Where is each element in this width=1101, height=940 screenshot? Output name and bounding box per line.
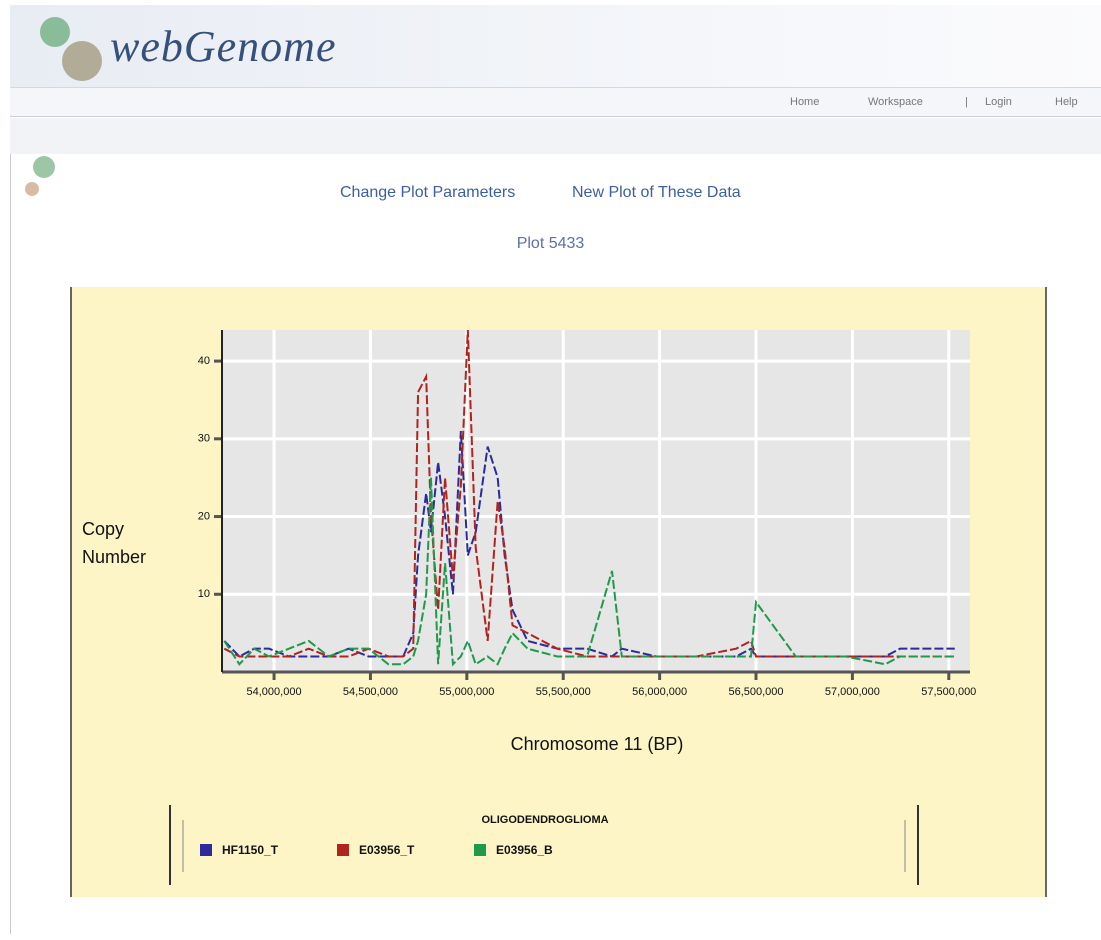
y-tick-label: 40 bbox=[198, 355, 210, 367]
x-axis-label: Chromosome 11 (BP) bbox=[511, 734, 684, 754]
x-tick-label: 54,000,000 bbox=[247, 686, 302, 698]
sub-band bbox=[10, 118, 1101, 154]
logo[interactable]: webGenome bbox=[110, 22, 337, 71]
legend-swatch bbox=[474, 844, 486, 856]
legend-swatch bbox=[337, 844, 349, 856]
y-axis-label: Copy Number bbox=[82, 519, 147, 567]
y-tick-label: 10 bbox=[198, 588, 210, 600]
series-line bbox=[223, 477, 955, 667]
x-tick-label: 54,500,000 bbox=[343, 686, 398, 698]
legend-label: E03956_B bbox=[496, 843, 553, 857]
x-tick-label: 57,000,000 bbox=[825, 686, 880, 698]
x-tick-label: 55,500,000 bbox=[536, 686, 591, 698]
legend-label: HF1150_T bbox=[222, 843, 279, 857]
legend-label: E03956_T bbox=[359, 843, 415, 857]
deco-orb bbox=[25, 182, 39, 196]
content bbox=[10, 154, 1101, 934]
legend-title: OLIGODENDROGLIOMA bbox=[481, 814, 608, 826]
nav-link[interactable]: Help bbox=[1055, 96, 1078, 108]
banner: webGenome bbox=[10, 5, 1101, 88]
change-params-link[interactable]: Change Plot Parameters bbox=[340, 184, 516, 201]
x-tick-label: 55,000,000 bbox=[439, 686, 494, 698]
y-tick-label: 20 bbox=[198, 510, 210, 522]
plot-area bbox=[222, 330, 970, 672]
new-plot-link[interactable]: New Plot of These Data bbox=[572, 184, 741, 201]
nav-link[interactable]: Home bbox=[790, 96, 820, 108]
nav-link[interactable]: Login bbox=[985, 96, 1012, 108]
x-tick-label: 56,000,000 bbox=[632, 686, 687, 698]
legend-swatch bbox=[200, 844, 212, 856]
nav-separator: | bbox=[965, 96, 968, 108]
x-tick-label: 56,500,000 bbox=[728, 686, 783, 698]
deco-orb bbox=[33, 156, 55, 178]
nav-link[interactable]: Workspace bbox=[868, 96, 923, 108]
plot-title: Plot 5433 bbox=[516, 235, 585, 252]
x-tick-label: 57,500,000 bbox=[921, 686, 976, 698]
nav-bar: Home Workspace | Login Help bbox=[10, 88, 1101, 117]
logo-orb bbox=[40, 17, 70, 47]
y-tick-label: 30 bbox=[198, 433, 210, 445]
logo-orb bbox=[62, 41, 102, 81]
series-line bbox=[223, 329, 955, 658]
